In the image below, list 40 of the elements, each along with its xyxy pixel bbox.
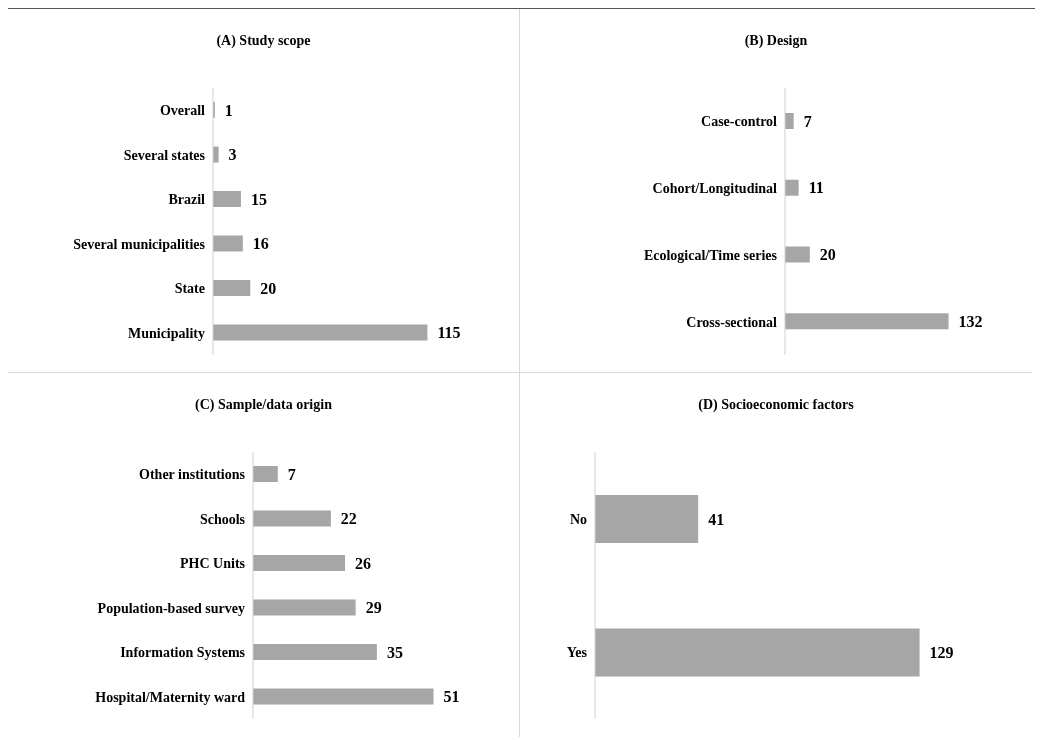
- y-tick-label: Cohort/Longitudinal: [652, 181, 778, 197]
- chart-title: (A) Study scope: [215, 32, 312, 50]
- y-tick-label: Yes: [566, 645, 588, 661]
- y-tick-label: Municipality: [127, 325, 205, 341]
- y-tick-label: Ecological/Time series: [643, 247, 778, 263]
- data-label: 115: [437, 324, 461, 342]
- y-tick-label: Case-control: [701, 114, 778, 130]
- data-label: 20: [819, 246, 836, 264]
- data-label: 29: [365, 599, 382, 617]
- y-tick-label: Other institutions: [139, 467, 246, 483]
- data-label: 129: [929, 644, 954, 662]
- data-label: 7: [803, 112, 812, 130]
- y-tick-label: Hospital/Maternity ward: [95, 689, 246, 705]
- y-tick-label: Population-based survey: [97, 600, 245, 616]
- data-label: 15: [250, 190, 267, 208]
- chart-title: (D) Socioeconomic factors: [697, 396, 855, 414]
- y-tick-label: Cross-sectional: [686, 314, 778, 330]
- data-label: 22: [340, 510, 357, 528]
- data-label: 41: [708, 510, 725, 528]
- y-tick-label: Information Systems: [120, 645, 246, 661]
- data-label: 35: [386, 643, 403, 661]
- y-tick-label: Several states: [123, 147, 206, 163]
- data-label: 1: [224, 101, 233, 119]
- data-label: 51: [443, 688, 460, 706]
- data-label: 16: [252, 235, 269, 253]
- data-label: 3: [228, 146, 237, 164]
- y-tick-label: PHC Units: [180, 556, 246, 572]
- chart-title: (C) Sample/data origin: [194, 396, 333, 414]
- y-tick-label: Brazil: [168, 192, 206, 208]
- y-tick-label: Several municipalities: [73, 236, 206, 252]
- y-tick-label: State: [174, 281, 205, 297]
- data-label: 7: [287, 465, 296, 483]
- data-label: 132: [958, 312, 983, 330]
- data-label: 11: [808, 179, 824, 197]
- data-label: 20: [260, 279, 277, 297]
- y-tick-label: No: [569, 511, 587, 527]
- y-tick-label: Schools: [199, 511, 246, 527]
- data-label: 26: [355, 554, 372, 572]
- y-tick-label: Overall: [159, 103, 206, 119]
- chart-title: (B) Design: [743, 32, 809, 50]
